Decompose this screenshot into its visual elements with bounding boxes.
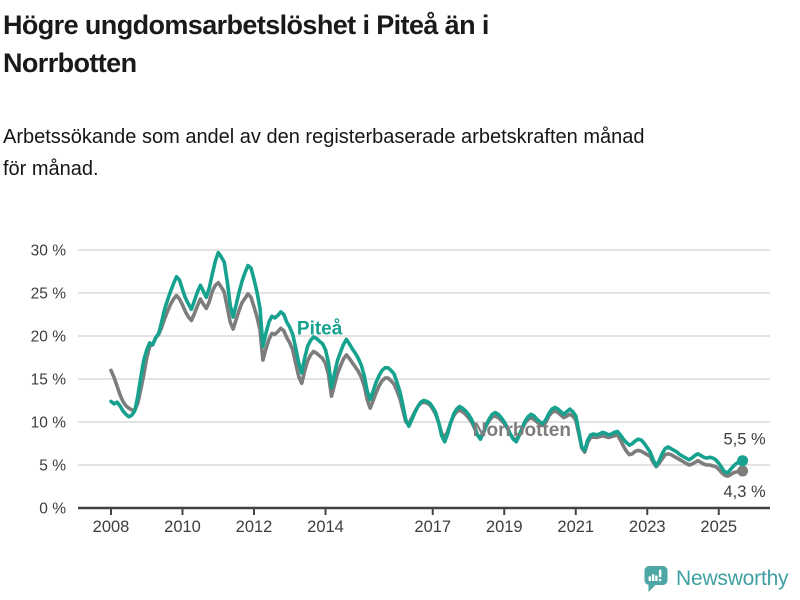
x-axis-label: 2017 — [414, 518, 451, 536]
x-axis-label: 2025 — [700, 518, 737, 536]
newsworthy-logo: Newsworthy — [644, 565, 789, 593]
series-end-dot-norrbotten — [737, 465, 749, 477]
x-axis-label: 2014 — [307, 518, 344, 536]
page-title-line2: Norrbotten — [3, 48, 137, 78]
x-axis-label: 2010 — [164, 518, 201, 536]
y-axis-label: 10 % — [31, 415, 67, 432]
page-title: Högre ungdomsarbetslöshet i Piteå än i N… — [3, 6, 489, 82]
y-axis-label: 15 % — [31, 372, 67, 389]
chart-subtitle-line2: för månad. — [3, 158, 99, 180]
series-end-value-label: 4,3 % — [723, 483, 766, 501]
y-axis-label: 25 % — [31, 286, 67, 303]
y-axis-label: 5 % — [39, 458, 66, 475]
x-axis-label: 2023 — [629, 518, 666, 536]
newsworthy-logo-text: Newsworthy — [676, 567, 789, 590]
series-label-norrbotten: Norrbotten — [473, 420, 571, 441]
x-axis-label: 2012 — [236, 518, 273, 536]
series-label-pite: Piteå — [297, 318, 343, 339]
x-axis-label: 2021 — [557, 518, 594, 536]
x-axis-label: 2008 — [93, 518, 130, 536]
series-end-dot-pite — [737, 455, 749, 467]
series-line-pite — [109, 250, 745, 475]
chart-subtitle-line1: Arbetssökande som andel av den registerb… — [3, 126, 645, 148]
newsworthy-logo-icon — [644, 566, 668, 592]
y-axis-label: 30 % — [31, 243, 67, 260]
y-axis-label: 20 % — [31, 329, 67, 346]
series-end-value-label: 5,5 % — [723, 431, 766, 449]
y-axis-label: 0 % — [39, 501, 66, 518]
x-axis-label: 2019 — [486, 518, 523, 536]
chart-subtitle: Arbetssökande som andel av den registerb… — [3, 121, 645, 185]
page-title-line1: Högre ungdomsarbetslöshet i Piteå än i — [3, 10, 489, 40]
